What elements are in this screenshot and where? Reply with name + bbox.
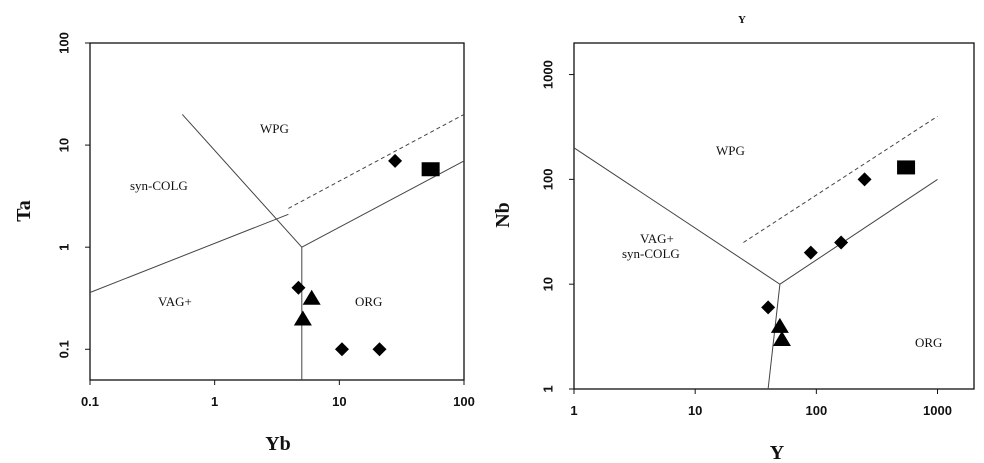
- y-tick-label: 1: [541, 385, 556, 392]
- data-point-diamond: [372, 342, 387, 357]
- x-tick-label: 1: [570, 403, 577, 418]
- y-tick-label: 1000: [540, 60, 555, 89]
- plot-frame-right: [573, 42, 975, 390]
- boundary-line-2: [301, 160, 465, 248]
- boundary-line-1: [89, 213, 289, 293]
- dashed-boundary-2: [743, 115, 938, 243]
- y-tick-label: 1: [56, 244, 71, 251]
- y-tick-label: 100: [57, 32, 72, 54]
- y-axis-title-left: Ta: [13, 200, 35, 222]
- region-label-syn-colg: syn-COLG: [622, 246, 680, 261]
- data-point-triangle: [293, 310, 312, 326]
- data-point-diamond: [291, 280, 306, 295]
- data-point-triangle: [302, 289, 321, 305]
- chart-title-right: Y: [738, 14, 746, 26]
- boundary-line-0: [181, 114, 303, 380]
- ticks-right: 1 10 100 1000 1 10 100 1000: [540, 60, 952, 418]
- y-tick-label: 10: [540, 277, 555, 291]
- boundary-lines-right: [573, 115, 938, 390]
- x-tick-label: 0.1: [81, 394, 99, 409]
- x-tick-label: 1: [211, 394, 218, 409]
- x-tick-label: 10: [688, 403, 702, 418]
- region-label-vag: VAG+: [640, 231, 674, 246]
- data-point-diamond: [857, 172, 872, 187]
- y-tick-label: 100: [540, 169, 555, 191]
- region-label-wpg: WPG: [716, 143, 745, 158]
- chart-ta-yb: 0.1 1 10 100 0.1 1 10 100 WPG syn-COLG VAG+ ORG…: [13, 32, 475, 455]
- boundary-line-0: [573, 147, 781, 390]
- data-point-square: [897, 160, 916, 175]
- x-tick-label: 100: [805, 403, 827, 418]
- y-tick-label: 0.1: [56, 340, 71, 358]
- dashed-boundary-3: [288, 113, 465, 209]
- x-tick-label: 100: [453, 394, 475, 409]
- data-points-right: [761, 160, 916, 346]
- region-label-wpg: WPG: [260, 121, 289, 136]
- ticks-left: 0.1 1 10 100 0.1 1 10 100: [56, 32, 474, 409]
- region-label-org: ORG: [915, 335, 942, 350]
- y-tick-label: 10: [56, 138, 71, 152]
- boundary-lines-left: [89, 113, 465, 380]
- x-tick-label: 1000: [923, 403, 952, 418]
- boundary-line-1: [779, 178, 938, 285]
- data-point-triangle: [772, 330, 791, 346]
- plot-frame-left: [89, 42, 465, 381]
- data-point-diamond: [761, 300, 776, 315]
- x-axis-title-right: Y: [770, 442, 785, 463]
- region-label-vag: VAG+: [158, 294, 192, 309]
- data-point-diamond: [834, 235, 849, 250]
- data-point-diamond: [334, 342, 349, 357]
- region-label-org: ORG: [355, 294, 382, 309]
- data-point-diamond: [388, 153, 403, 168]
- data-point-square: [421, 162, 440, 177]
- chart-nb-y: Y 1 10 100 1000 1 10 100 1000 WPG VAG+ syn-COLG…: [492, 14, 975, 463]
- x-tick-label: 10: [332, 394, 346, 409]
- data-point-diamond: [803, 245, 818, 260]
- y-axis-title-right: Nb: [492, 202, 514, 228]
- region-label-syn-colg: syn-COLG: [130, 178, 188, 193]
- x-axis-title-left: Yb: [265, 433, 291, 455]
- data-point-triangle: [770, 317, 789, 333]
- data-points-left: [291, 153, 440, 357]
